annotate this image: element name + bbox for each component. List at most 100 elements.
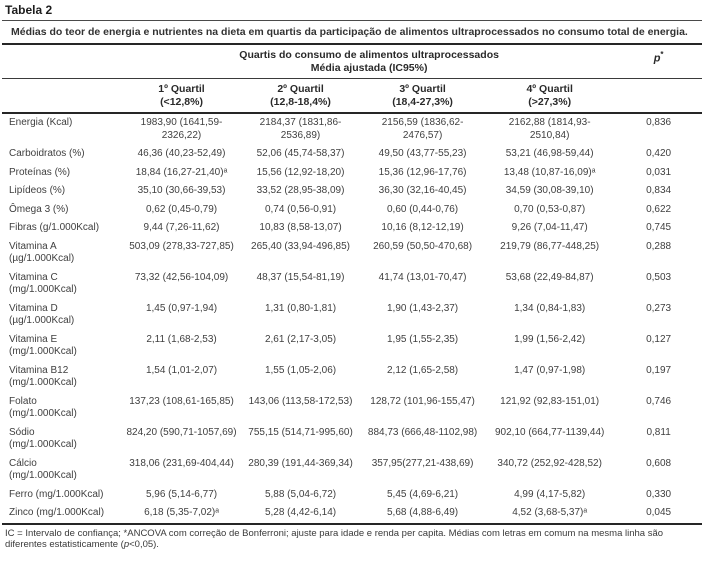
cell-quartile-3: 5,68 (4,88-6,49) (386, 507, 459, 518)
cell-quartile-2: 0,74 (0,56-0,91) (264, 203, 337, 215)
cell-quartile-1: 824,20 (590,71-1057,69) (126, 426, 237, 438)
cell-quartile-4: 1,47 (0,97-1,98) (514, 364, 586, 376)
cell-quartile-4: 13,48 (10,87-16,09)ᵃ (503, 166, 596, 178)
cell-quartile-1: 18,84 (16,27-21,40)ᵃ (135, 166, 228, 178)
cell-quartile-2: 280,39 (191,44-369,34) (248, 457, 353, 469)
footnote-text: IC = Intervalo de confiança; *ANCOVA com… (5, 527, 664, 551)
cell-quartile-1: 137,23 (108,61-165,85) (129, 395, 234, 407)
cell-quartile-2: 2,61 (2,17-3,05) (264, 333, 337, 345)
quartile-2-range: (12,8-18,4%) (270, 95, 331, 108)
header-group-row: Quartis do consumo de alimentos ultrapro… (2, 45, 702, 79)
row-label: Ômega 3 (%) (9, 203, 69, 215)
divider-under-caption (2, 43, 702, 45)
cell-p-value: 0,834 (646, 185, 672, 196)
cell-quartile-1: 5,96 (5,14-6,77) (145, 488, 218, 500)
cell-quartile-3: 49,50 (43,77-55,23) (378, 148, 467, 159)
p-symbol: p (653, 52, 661, 65)
table-row: Vitamina D (µg/1.000Kcal) 1,45 (0,97-1,94… (2, 300, 702, 331)
header-columns-row: 1º Quartil (<12,8%) 2º Quartil (12,8-18,… (2, 78, 702, 114)
nutrients-table: Quartis do consumo de alimentos ultrapro… (2, 45, 702, 523)
table-row: Lipídeos (%) 35,10 (30,66-39,53) 33,52 (28… (2, 182, 702, 201)
cell-quartile-4: 4,99 (4,17-5,82) (514, 488, 586, 500)
quartile-3-range: (18,4-27,3%) (392, 95, 453, 108)
row-label: Energia (Kcal) (9, 117, 73, 128)
cell-quartile-3: 260,59 (50,50-470,68) (373, 240, 473, 252)
table-row: Zinco (mg/1.000Kcal) 6,18 (5,35-7,02)ᵃ 5,2… (2, 504, 702, 523)
row-label: Vitamina C (mg/1.000Kcal) (9, 271, 77, 296)
header-quartile-3: 3º Quartil (18,4-27,3%) (361, 78, 485, 114)
cell-quartile-3: 2,12 (1,65-2,58) (386, 364, 459, 376)
cell-quartile-2: 10,83 (8,58-13,07) (259, 222, 342, 233)
row-label: Sódio (mg/1.000Kcal) (9, 426, 77, 451)
cell-quartile-1: 1983,90 (1641,59- 2326,22) (140, 117, 223, 141)
table-row: Vitamina B12 (mg/1.000Kcal) 1,54 (1,01-2,… (2, 362, 702, 393)
cell-p-value: 0,608 (646, 457, 672, 469)
cell-p-value: 0,031 (646, 166, 672, 178)
header-group-line1: Quartis do consumo de alimentos ultrapro… (239, 49, 499, 61)
table-row: Ferro (mg/1.000Kcal) 5,96 (5,14-6,77) 5,88… (2, 486, 702, 505)
cell-quartile-2: 48,37 (15,54-81,19) (256, 271, 345, 283)
row-label: Fibras (g/1.000Kcal) (9, 222, 100, 233)
table-row: Energia (Kcal) 1983,90 (1641,59- 2326,22)… (2, 113, 702, 145)
row-label: Zinco (mg/1.000Kcal) (9, 507, 105, 518)
cell-quartile-1: 9,44 (7,26-11,62) (143, 222, 220, 233)
cell-quartile-1: 318,06 (231,69-404,44) (129, 457, 234, 469)
quartile-4-range: (>27,3%) (528, 95, 572, 108)
cell-p-value: 0,127 (646, 333, 672, 345)
row-label: Cálcio (mg/1.000Kcal) (9, 457, 77, 482)
cell-quartile-4: 53,21 (46,98-59,44) (505, 148, 594, 159)
cell-quartile-3: 128,72 (101,96-155,47) (370, 395, 475, 407)
table-row: Carboidratos (%) 46,36 (40,23-52,49) 52,06… (2, 145, 702, 164)
cell-quartile-1: 6,18 (5,35-7,02)ᵃ (144, 507, 219, 518)
cell-quartile-3: 884,73 (666,48-1102,98) (367, 426, 478, 438)
cell-quartile-2: 2184,37 (1831,86- 2536,89) (259, 117, 342, 141)
table-caption: Médias do teor de energia e nutrientes n… (11, 26, 688, 38)
cell-quartile-3: 2156,59 (1836,62- 2476,57) (381, 117, 464, 141)
cell-quartile-3: 10,16 (8,12-12,19) (381, 222, 464, 233)
cell-p-value: 0,746 (646, 395, 672, 407)
header-p-spacer (615, 78, 702, 114)
cell-quartile-4: 902,10 (664,77-1139,44) (494, 426, 605, 438)
table-row: Vitamina C (mg/1.000Kcal) 73,32 (42,56-10… (2, 269, 702, 300)
p-asterisk: * (660, 50, 664, 59)
header-label-spacer (2, 78, 124, 114)
header-p-column: p* (615, 45, 702, 79)
cell-quartile-1: 0,62 (0,45-0,79) (145, 203, 218, 215)
cell-quartile-4: 340,72 (252,92-428,52) (497, 457, 602, 469)
cell-quartile-2: 265,40 (33,94-496,85) (251, 240, 351, 252)
row-label: Proteínas (%) (9, 166, 71, 178)
row-label: Folato (mg/1.000Kcal) (9, 395, 77, 420)
cell-quartile-3: 36,30 (32,16-40,45) (378, 185, 467, 196)
row-label: Lipídeos (%) (9, 185, 66, 196)
row-label: Ferro (mg/1.000Kcal) (9, 488, 104, 500)
cell-quartile-3: 357,95(277,21-438,69) (371, 457, 474, 469)
table-row: Ômega 3 (%) 0,62 (0,45-0,79) 0,74 (0,56-0,… (2, 201, 702, 220)
footnote-p-symbol: p (123, 539, 130, 550)
cell-quartile-2: 1,55 (1,05-2,06) (264, 364, 337, 376)
quartile-3-name: 3º Quartil (399, 83, 446, 95)
header-group-title: Quartis do consumo de alimentos ultrapro… (123, 45, 616, 79)
quartile-1-range: (<12,8%) (160, 95, 203, 108)
cell-p-value: 0,197 (646, 364, 672, 376)
cell-quartile-3: 15,36 (12,96-17,76) (378, 166, 467, 178)
quartile-2-name: 2º Quartil (277, 83, 324, 95)
cell-quartile-4: 4,52 (3,68-5,37)ᵃ (512, 507, 588, 518)
cell-quartile-3: 1,95 (1,55-2,35) (386, 333, 459, 345)
divider-under-title (2, 20, 702, 21)
quartile-1-name: 1º Quartil (158, 83, 205, 95)
table-row: Fibras (g/1.000Kcal) 9,44 (7,26-11,62) 10,… (2, 219, 702, 238)
cell-quartile-1: 1,45 (0,97-1,94) (145, 302, 218, 314)
cell-quartile-1: 503,09 (278,33-727,85) (129, 240, 234, 252)
cell-p-value: 0,622 (646, 203, 672, 215)
cell-quartile-4: 9,26 (7,04-11,47) (511, 222, 588, 233)
cell-p-value: 0,745 (646, 222, 672, 233)
cell-quartile-1: 46,36 (40,23-52,49) (137, 148, 226, 159)
table-row: Vitamina A (µg/1.000Kcal) 503,09 (278,33-… (2, 238, 702, 269)
row-label: Vitamina E (mg/1.000Kcal) (9, 333, 77, 358)
cell-quartile-2: 755,15 (514,71-995,60) (248, 426, 353, 438)
quartile-4-name: 4º Quartil (526, 83, 573, 95)
cell-quartile-2: 1,31 (0,80-1,81) (264, 302, 337, 314)
header-spacer (2, 45, 124, 79)
cell-quartile-3: 41,74 (13,01-70,47) (378, 271, 467, 283)
cell-quartile-1: 73,32 (42,56-104,09) (134, 271, 229, 283)
